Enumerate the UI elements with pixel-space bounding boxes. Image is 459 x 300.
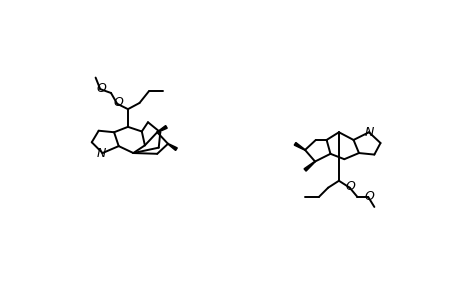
Polygon shape (303, 161, 314, 171)
Polygon shape (294, 142, 305, 150)
Text: N: N (364, 126, 374, 139)
Text: O: O (96, 82, 106, 95)
Polygon shape (157, 125, 167, 133)
Text: N: N (97, 146, 106, 160)
Text: O: O (363, 190, 373, 203)
Polygon shape (168, 143, 177, 151)
Text: O: O (345, 180, 355, 194)
Text: O: O (113, 97, 123, 110)
